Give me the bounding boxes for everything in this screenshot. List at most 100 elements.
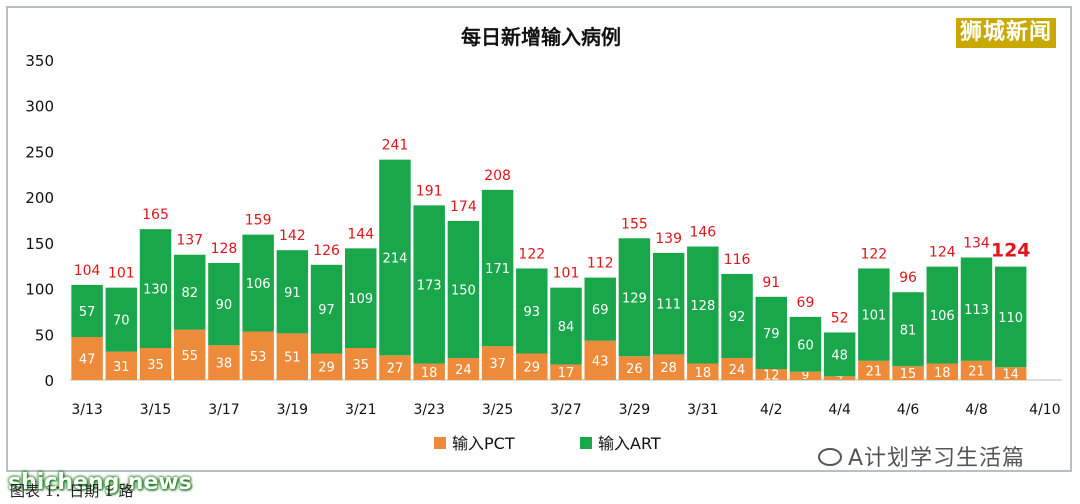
bar-pct-label: 21 <box>968 364 985 379</box>
bar-total-label: 146 <box>689 225 716 241</box>
x-tick-label: 3/31 <box>687 402 718 418</box>
bar-pct-label: 35 <box>147 358 164 373</box>
bar-art-label: 57 <box>79 305 96 320</box>
bar-pct <box>789 371 822 380</box>
bar-art-label: 81 <box>900 323 917 338</box>
bar-pct-label: 51 <box>284 351 301 366</box>
bar-pct-label: 31 <box>113 360 130 375</box>
x-tick-label: 4/10 <box>1029 402 1060 418</box>
bar-art-label: 214 <box>383 251 408 266</box>
x-tick-label: 4/8 <box>965 402 988 418</box>
y-tick-label: 100 <box>25 281 54 299</box>
bar-total-label: 124 <box>991 240 1031 262</box>
legend-label: 输入ART <box>598 434 661 453</box>
bar-total-label: 124 <box>929 245 956 261</box>
bar-art <box>276 250 309 334</box>
bar-total-label: 139 <box>655 231 682 247</box>
bar-total-label: 155 <box>621 216 648 232</box>
bar-art-label: 106 <box>246 277 271 292</box>
bar-total-label: 112 <box>587 256 614 272</box>
bar-total-label: 134 <box>963 235 990 251</box>
bar-art-label: 173 <box>417 278 442 293</box>
bar-pct <box>345 348 377 380</box>
bar-total-label: 91 <box>762 275 780 291</box>
bar-total-label: 96 <box>899 270 917 286</box>
bar-pct <box>481 346 514 380</box>
bar-total-label: 69 <box>797 295 815 311</box>
bar-pct <box>755 369 787 380</box>
bar-pct-label: 26 <box>626 362 643 377</box>
bar-pct <box>618 356 651 380</box>
y-tick-label: 350 <box>25 52 54 70</box>
bar-art <box>208 262 240 346</box>
bar-art <box>926 266 959 364</box>
x-tick-label: 3/29 <box>619 402 650 418</box>
bar-pct <box>413 363 445 380</box>
bar-pct <box>516 353 548 380</box>
bar-pct-label: 55 <box>181 349 198 364</box>
bar-art <box>789 316 822 372</box>
x-tick-label: 4/4 <box>828 402 851 418</box>
bar-pct <box>652 354 685 380</box>
bar-art <box>823 332 856 377</box>
bar-pct-label: 21 <box>866 364 883 379</box>
bar-art <box>413 205 445 364</box>
chart-frame <box>6 6 1072 472</box>
bar-pct-label: 18 <box>421 366 438 381</box>
bar-pct-label: 27 <box>387 362 404 377</box>
y-tick-label: 250 <box>25 143 54 161</box>
bar-art <box>139 229 172 348</box>
bar-pct <box>892 366 924 380</box>
bar-total-label: 126 <box>313 243 340 259</box>
bar-pct <box>71 337 103 380</box>
bar-total-label: 142 <box>279 228 306 244</box>
bar-art-label: 90 <box>216 298 233 313</box>
bar-pct <box>960 360 993 380</box>
bar-art <box>242 234 274 332</box>
bar-art-label: 109 <box>348 292 373 307</box>
bar-art <box>755 296 787 370</box>
bar-art <box>584 277 616 341</box>
bar-pct-label: 12 <box>763 369 780 384</box>
bar-art-label: 106 <box>930 309 955 324</box>
bar-total-label: 191 <box>416 183 443 199</box>
brand-logo: 狮城新闻 <box>956 18 1057 48</box>
legend-swatch <box>580 437 592 449</box>
bar-art-label: 128 <box>690 299 715 314</box>
bar-pct-label: 53 <box>250 350 267 365</box>
x-tick-label: 3/19 <box>277 402 308 418</box>
bar-total-label: 104 <box>74 263 101 279</box>
bar-total-label: 159 <box>245 213 272 229</box>
bar-pct-label: 37 <box>489 357 506 372</box>
bar-art-label: 84 <box>558 320 575 335</box>
bar-art <box>379 159 411 356</box>
bar-total-label: 122 <box>518 246 545 262</box>
bar-total-label: 52 <box>831 310 849 326</box>
bar-pct <box>276 333 309 380</box>
bar-pct <box>310 353 343 380</box>
bar-pct <box>823 376 856 380</box>
y-tick-label: 200 <box>25 189 54 207</box>
bar-pct-label: 29 <box>524 361 541 376</box>
bar-total-label: 208 <box>484 168 511 184</box>
bar-art-label: 111 <box>656 298 681 313</box>
bar-total-label: 144 <box>347 226 374 242</box>
bar-art-label: 101 <box>861 309 886 324</box>
bar-art-label: 70 <box>113 314 130 329</box>
bar-total-label: 165 <box>142 207 169 223</box>
bar-total-label: 122 <box>860 246 887 262</box>
bar-art-label: 171 <box>485 262 510 277</box>
bar-art-label: 91 <box>284 286 301 301</box>
x-tick-label: 3/17 <box>208 402 239 418</box>
y-tick-label: 150 <box>25 235 54 253</box>
bar-pct-label: 38 <box>216 357 233 372</box>
bar-pct-label: 43 <box>592 354 609 369</box>
bar-pct-label: 29 <box>318 361 335 376</box>
bar-art <box>173 254 206 330</box>
bar-pct-label: 9 <box>802 368 810 382</box>
figure-caption: 图表 1：日期 1 路 <box>10 482 134 500</box>
bar-pct <box>139 348 172 380</box>
y-tick-label: 50 <box>35 326 54 344</box>
bar-pct <box>994 367 1027 380</box>
